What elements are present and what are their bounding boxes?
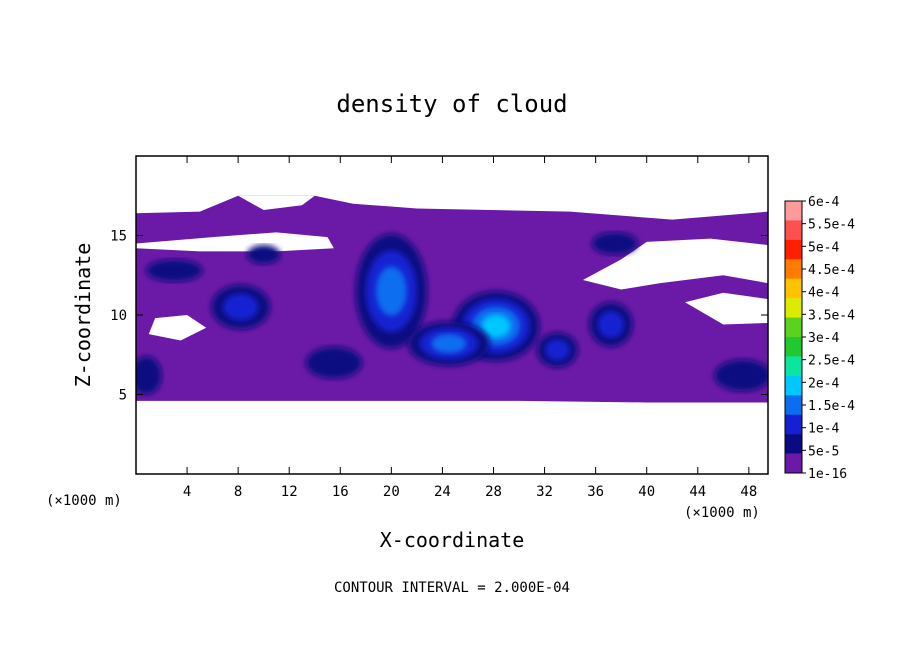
y-tick-label: 15 [110,229,127,245]
x-axis-unit: (×1000 m) [684,505,760,521]
x-tick-label: 36 [587,484,604,500]
colorbar-swatch [785,453,802,474]
colorbar-swatch [785,395,802,416]
density-blob [146,259,203,282]
colorbar-swatch [785,414,802,435]
cloud-gap [685,292,768,325]
density-blob [714,359,768,392]
colorbar-swatch [785,239,802,260]
cloud-gap [148,315,207,341]
density-blob [597,311,624,338]
colorbar-label: 1e-16 [808,467,847,482]
density-blob [136,356,162,395]
density-blob [431,334,467,354]
x-tick-label: 44 [689,484,706,500]
colorbar-label: 5e-5 [808,444,839,459]
colorbar-swatch [785,434,802,454]
colorbar-swatch [785,337,802,357]
x-tick-label: 28 [485,484,502,500]
chart-title: density of cloud [336,90,567,118]
x-tick-label: 40 [638,484,655,500]
colorbar-label: 4.5e-4 [808,263,855,278]
cloud-gap [136,232,334,252]
cloud-gap [238,195,315,211]
y-axis-ticks: 5 10 15 [110,229,768,404]
x-tick-label: 4 [183,484,191,500]
colorbar-label: 2.5e-4 [808,354,855,369]
colorbar-swatch [785,259,802,280]
x-tick-label: 48 [740,484,757,500]
density-blob [223,293,259,321]
density-blob [481,314,511,338]
colorbar-label: 5e-4 [808,240,839,255]
colorbar-label: 1.5e-4 [808,399,855,414]
colorbar-label: 3e-4 [808,331,839,346]
density-blob [376,266,407,316]
y-axis-label: Z-coordinate [71,243,95,388]
colorbar-swatch [785,298,802,318]
colorbar-swatch [785,375,802,396]
colorbar-label: 6e-4 [808,195,839,210]
cloud-gaps-layer [136,195,768,341]
x-tick-label: 20 [383,484,400,500]
cloud-gap [582,238,768,290]
colorbar-swatch [785,317,802,338]
colorbar-label: 5.5e-4 [808,218,855,233]
colorbar-swatch [785,220,802,241]
x-tick-label: 16 [332,484,349,500]
plot-area [136,195,768,403]
y-tick-label: 10 [110,308,127,324]
density-blob [591,232,638,255]
density-blob [545,339,570,361]
colorbar-label: 2e-4 [808,376,839,391]
colorbar-swatch [785,278,802,299]
y-axis-unit: (×1000 m) [46,493,122,509]
colorbar-label: 3.5e-4 [808,308,855,323]
colorbar-swatch [785,201,802,221]
x-tick-label: 12 [281,484,298,500]
colorbar-label: 1e-4 [808,422,839,437]
x-tick-label: 8 [234,484,242,500]
colorbar-swatch [785,356,802,377]
x-axis-ticks: 4 8 12 16 20 24 28 32 36 40 44 48 [183,156,757,500]
density-field-layer [136,232,768,395]
colorbar-label: 4e-4 [808,286,839,301]
x-tick-label: 32 [536,484,553,500]
y-tick-label: 5 [119,388,127,404]
colorbar: 6e-4 5.5e-4 5e-4 4.5e-4 4e-4 3.5e-4 3e-4 2.5e-4… [784,195,855,482]
contour-interval-note: CONTOUR INTERVAL = 2.000E-04 [334,580,570,596]
density-blob [305,346,362,379]
x-axis-label: X-coordinate [380,528,525,552]
x-tick-label: 24 [434,484,451,500]
density-blob [247,245,281,265]
